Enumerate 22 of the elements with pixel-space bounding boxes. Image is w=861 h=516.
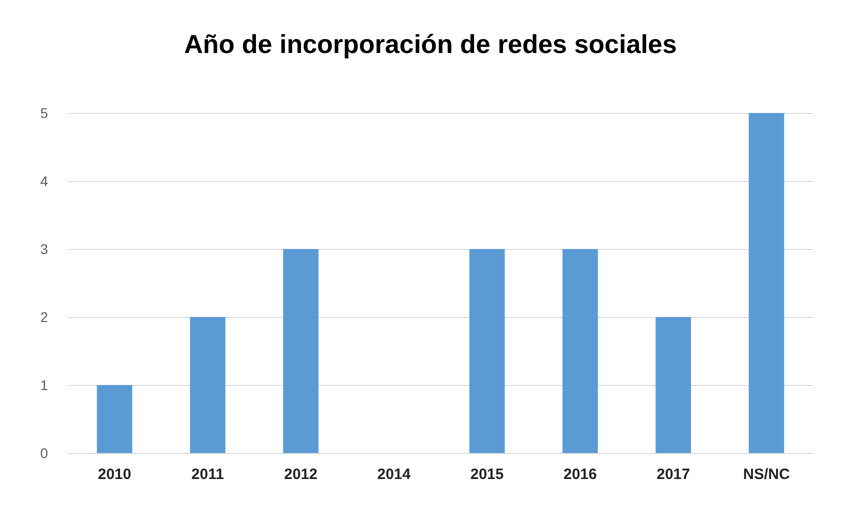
y-tick-label: 0	[40, 445, 48, 461]
x-tick-label: 2017	[656, 466, 690, 483]
bar	[656, 317, 692, 453]
y-tick-label: 4	[40, 173, 48, 189]
bar	[562, 249, 598, 453]
y-tick-label: 1	[40, 377, 48, 393]
chart-title: Año de incorporación de redes sociales	[184, 29, 677, 59]
bar	[748, 113, 784, 453]
x-tick-label: 2016	[564, 466, 597, 483]
bar	[190, 317, 226, 453]
x-tick-label: 2014	[377, 466, 412, 483]
x-tick-label: 2010	[98, 466, 132, 483]
bar	[469, 249, 505, 453]
y-tick-label: 3	[40, 241, 48, 257]
x-tick-label: NS/NC	[743, 466, 790, 483]
bar	[96, 385, 132, 453]
x-tick-label: 2011	[191, 466, 224, 483]
bar	[283, 249, 319, 453]
y-tick-label: 2	[40, 309, 48, 325]
x-tick-label: 2012	[284, 466, 318, 483]
x-tick-label: 2015	[470, 466, 504, 483]
y-tick-label: 5	[40, 105, 48, 121]
